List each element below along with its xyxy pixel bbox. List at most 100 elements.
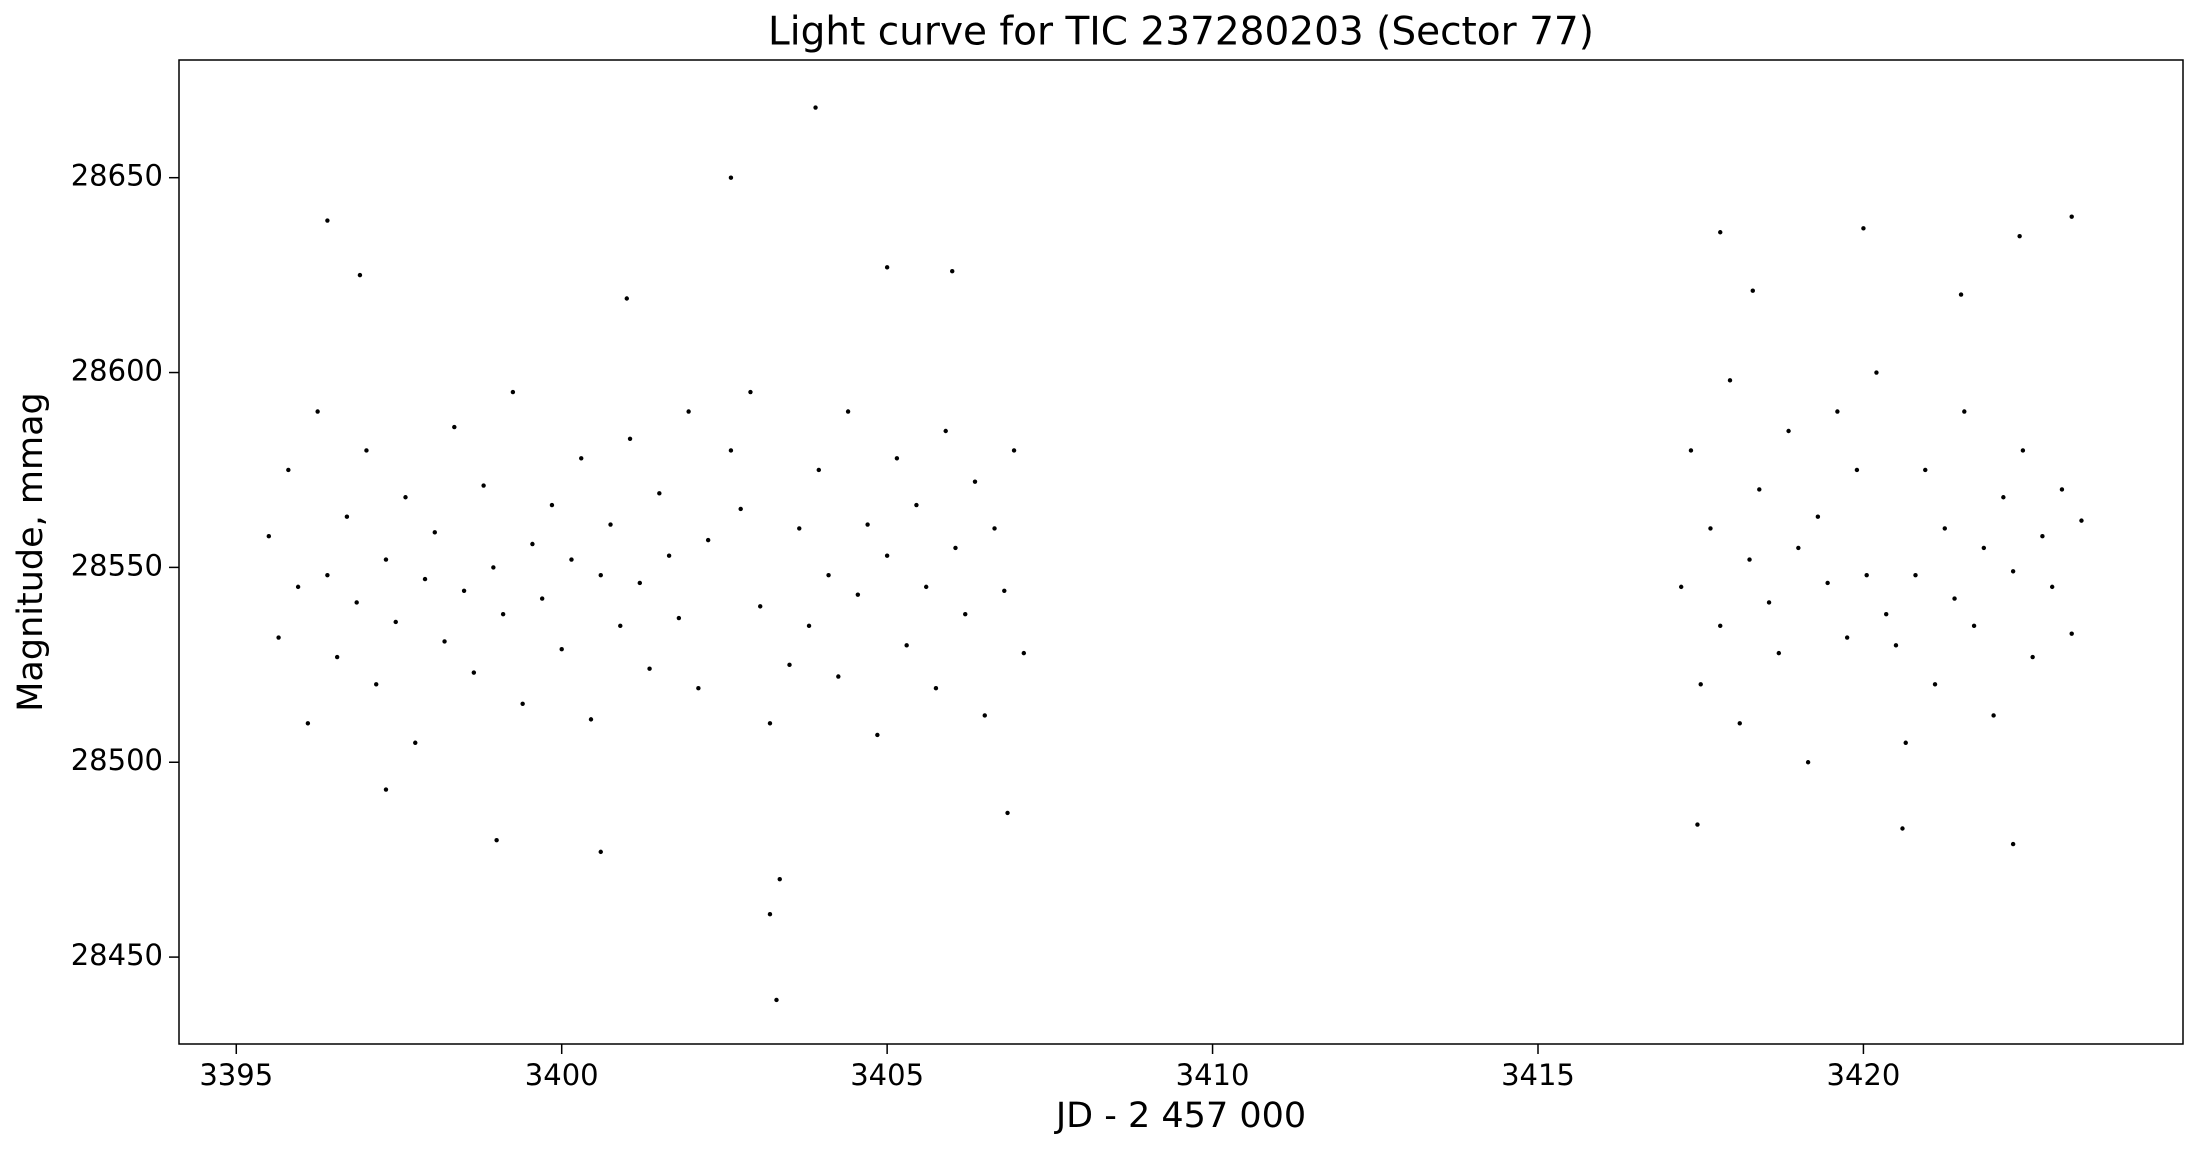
data-point [787, 662, 792, 668]
data-point [2059, 487, 2065, 492]
data-point [1002, 588, 1007, 593]
data-point [461, 588, 467, 593]
data-point [452, 424, 457, 430]
data-point [1695, 822, 1700, 827]
data-point [471, 670, 477, 675]
data-point [774, 997, 779, 1003]
data-point [884, 265, 890, 270]
data-point [1884, 611, 1889, 617]
data-point [383, 557, 389, 562]
data-point [972, 479, 978, 484]
data-point [559, 647, 564, 652]
data-point [748, 389, 753, 395]
data-point [1747, 557, 1752, 562]
data-point [1971, 623, 1977, 629]
data-point [344, 514, 350, 519]
data-point [2017, 233, 2022, 239]
data-point [933, 686, 939, 691]
data-point [276, 635, 281, 640]
data-point [2049, 584, 2055, 590]
data-point [2069, 631, 2074, 636]
data-point [738, 506, 743, 512]
data-point [777, 876, 782, 882]
data-point [884, 553, 890, 558]
x-tick-label: 3405 [850, 1058, 924, 1092]
data-point [608, 522, 613, 527]
data-point [2020, 448, 2026, 453]
data-point [1708, 526, 1713, 531]
data-point [1005, 810, 1010, 816]
data-point [491, 565, 496, 570]
data-point [403, 495, 408, 500]
data-point [598, 849, 603, 855]
data-point [797, 526, 802, 531]
data-point [1874, 370, 1879, 375]
data-point [500, 611, 506, 617]
data-point [1688, 448, 1694, 453]
data-point [618, 623, 623, 629]
data-point [2069, 214, 2074, 219]
data-point [836, 674, 841, 679]
data-point [904, 643, 909, 648]
data-point [325, 572, 330, 578]
data-point [1991, 713, 1996, 718]
data-point [943, 428, 948, 434]
data-point [875, 732, 880, 738]
data-point [1903, 740, 1908, 745]
data-point [1757, 487, 1762, 492]
data-point [2040, 534, 2045, 539]
data-point [963, 611, 968, 617]
data-point [374, 682, 379, 687]
data-point [1698, 682, 1703, 687]
data-point [354, 600, 359, 605]
y-tick-label: 28500 [71, 743, 163, 777]
data-point [982, 713, 987, 718]
data-point [1805, 760, 1811, 765]
x-tick-label: 3415 [1501, 1058, 1575, 1092]
data-point [637, 580, 643, 586]
data-point [686, 409, 691, 414]
data-point [2010, 841, 2016, 847]
data-point [705, 537, 711, 543]
data-point [1835, 409, 1840, 414]
chart-title: Light curve for TIC 237280203 (Sector 77… [768, 10, 1594, 55]
data-point [1932, 682, 1938, 687]
data-point [383, 787, 389, 792]
data-point [1962, 409, 1967, 414]
data-point [1796, 545, 1801, 551]
data-point [728, 175, 734, 180]
y-tick-label: 28550 [71, 548, 163, 582]
data-point [510, 389, 516, 395]
data-point [923, 584, 929, 590]
data-point [481, 483, 486, 488]
data-point [1942, 526, 1947, 531]
data-point [1718, 230, 1723, 235]
data-point [325, 218, 330, 223]
data-point [894, 456, 900, 461]
data-point [696, 686, 701, 691]
data-point [1981, 545, 1987, 551]
data-point [442, 639, 447, 644]
data-point [2030, 654, 2035, 660]
data-point [2010, 569, 2016, 574]
data-point [647, 666, 652, 671]
data-point [357, 272, 363, 278]
data-point [767, 912, 773, 917]
data-point [494, 837, 499, 843]
data-point [728, 448, 734, 453]
data-point [422, 576, 428, 582]
data-point [1776, 650, 1782, 656]
data-point [1893, 643, 1899, 648]
data-point [1913, 572, 1918, 578]
data-point [845, 409, 851, 414]
data-point [657, 491, 662, 496]
data-point [1678, 584, 1684, 590]
data-point [1844, 635, 1850, 640]
data-point [676, 615, 682, 621]
data-point [950, 269, 955, 274]
data-point [1727, 378, 1733, 383]
data-point [992, 526, 997, 531]
data-point [520, 701, 525, 706]
data-point [666, 553, 672, 558]
data-point [1861, 226, 1866, 231]
